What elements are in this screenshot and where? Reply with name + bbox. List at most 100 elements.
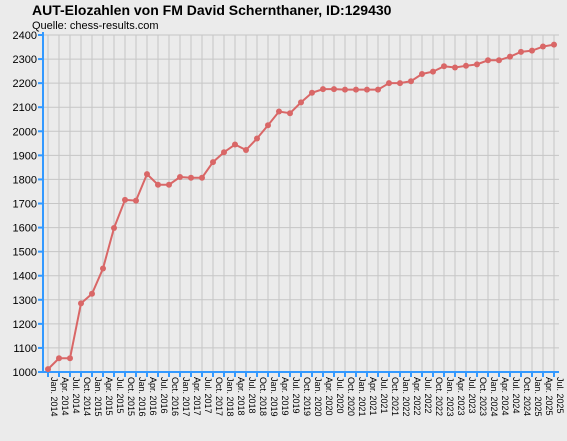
x-tick-label: Oct. 2018 <box>258 377 268 416</box>
x-tick-label: Jan. 2023 <box>445 377 455 417</box>
x-tick-label: Jan. 2021 <box>357 377 367 417</box>
x-tick-label: Jul. 2025 <box>555 377 565 414</box>
data-point <box>177 174 183 181</box>
data-point <box>111 225 117 232</box>
data-point <box>518 48 524 55</box>
x-tick-label: Oct. 2020 <box>346 377 356 416</box>
x-tick-label: Jul. 2014 <box>71 377 81 414</box>
x-tick-label: Jul. 2024 <box>511 377 521 414</box>
x-tick-label: Oct. 2016 <box>170 377 180 416</box>
x-tick-label: Apr. 2019 <box>280 377 290 416</box>
data-point <box>331 86 337 93</box>
data-series <box>45 41 557 373</box>
x-tick-label: Jan. 2020 <box>313 377 323 417</box>
data-point <box>144 171 150 178</box>
data-point <box>397 80 403 87</box>
x-tick-label: Apr. 2017 <box>192 377 202 416</box>
x-tick-label: Jan. 2025 <box>533 377 543 417</box>
x-tick-label: Jan. 2024 <box>489 377 499 417</box>
x-tick-label: Apr. 2018 <box>236 377 246 416</box>
data-point <box>463 62 469 69</box>
x-tick-label: Oct. 2022 <box>434 377 444 416</box>
data-point <box>496 57 502 64</box>
data-point <box>386 80 392 87</box>
x-tick-label: Apr. 2022 <box>412 377 422 416</box>
data-point <box>353 86 359 93</box>
x-tick-label: Apr. 2023 <box>456 377 466 416</box>
y-tick-label: 1600 <box>13 223 37 235</box>
chart-source: Quelle: chess-results.com <box>32 20 159 32</box>
y-tick-label: 1000 <box>13 367 37 379</box>
y-tick-label: 1900 <box>13 150 37 162</box>
x-tick-label: Oct. 2019 <box>302 377 312 416</box>
x-tick-label: Oct. 2021 <box>390 377 400 416</box>
data-point <box>199 174 205 181</box>
y-tick-label: 1700 <box>13 199 37 211</box>
data-point <box>232 141 238 148</box>
data-point <box>375 86 381 93</box>
data-point <box>210 159 216 166</box>
data-point <box>45 366 51 373</box>
x-tick-label: Jan. 2016 <box>137 377 147 417</box>
data-point <box>507 53 513 60</box>
data-point <box>133 197 139 204</box>
x-tick-label: Jan. 2015 <box>93 377 103 417</box>
data-point <box>452 64 458 71</box>
data-point <box>243 147 249 154</box>
data-point <box>221 149 227 156</box>
y-tick-label: 1500 <box>13 247 37 259</box>
x-tick-label: Apr. 2015 <box>104 377 114 416</box>
data-point <box>540 43 546 50</box>
data-point <box>441 63 447 70</box>
x-tick-label: Jul. 2022 <box>423 377 433 414</box>
x-tick-label: Jul. 2015 <box>115 377 125 414</box>
axes <box>38 32 559 377</box>
x-tick-label: Jan. 2017 <box>181 377 191 417</box>
x-tick-label: Oct. 2023 <box>478 377 488 416</box>
x-tick-label: Apr. 2016 <box>148 377 158 416</box>
x-tick-label: Apr. 2021 <box>368 377 378 416</box>
x-tick-label: Jul. 2016 <box>159 377 169 414</box>
data-point <box>155 181 161 188</box>
data-point <box>166 181 172 188</box>
x-tick-label: Apr. 2020 <box>324 377 334 416</box>
data-point <box>529 47 535 54</box>
data-point <box>408 78 414 85</box>
data-point <box>364 86 370 93</box>
x-tick-label: Apr. 2024 <box>500 377 510 416</box>
chart-title: AUT-Elozahlen von FM David Schernthaner,… <box>32 2 392 18</box>
x-tick-label: Oct. 2017 <box>214 377 224 416</box>
y-tick-label: 1800 <box>13 174 37 186</box>
data-point <box>254 135 260 142</box>
y-tick-label: 2100 <box>13 102 37 114</box>
x-tick-label: Jul. 2018 <box>247 377 257 414</box>
y-tick-label: 2400 <box>13 30 37 42</box>
x-tick-label: Jan. 2022 <box>401 377 411 417</box>
data-point <box>419 70 425 77</box>
y-tick-label: 1400 <box>13 271 37 283</box>
data-point <box>309 89 315 96</box>
data-point <box>320 86 326 93</box>
x-tick-label: Jul. 2020 <box>335 377 345 414</box>
data-point <box>122 196 128 203</box>
data-point <box>265 122 271 129</box>
x-tick-label: Oct. 2014 <box>82 377 92 416</box>
data-point <box>551 41 557 48</box>
data-point <box>287 110 293 117</box>
x-tick-label: Jul. 2023 <box>467 377 477 414</box>
data-point <box>100 265 106 272</box>
data-point <box>474 61 480 68</box>
x-tick-label: Apr. 2014 <box>60 377 70 416</box>
data-point <box>188 174 194 181</box>
y-tick-label: 2300 <box>13 54 37 66</box>
data-point <box>56 355 62 362</box>
data-point <box>485 57 491 64</box>
data-point <box>276 108 282 115</box>
data-point <box>67 355 73 362</box>
data-point <box>89 290 95 297</box>
y-tick-label: 1200 <box>13 319 37 331</box>
y-tick-label: 2000 <box>13 126 37 138</box>
y-tick-label: 2200 <box>13 78 37 90</box>
x-tick-label: Jan. 2019 <box>269 377 279 417</box>
